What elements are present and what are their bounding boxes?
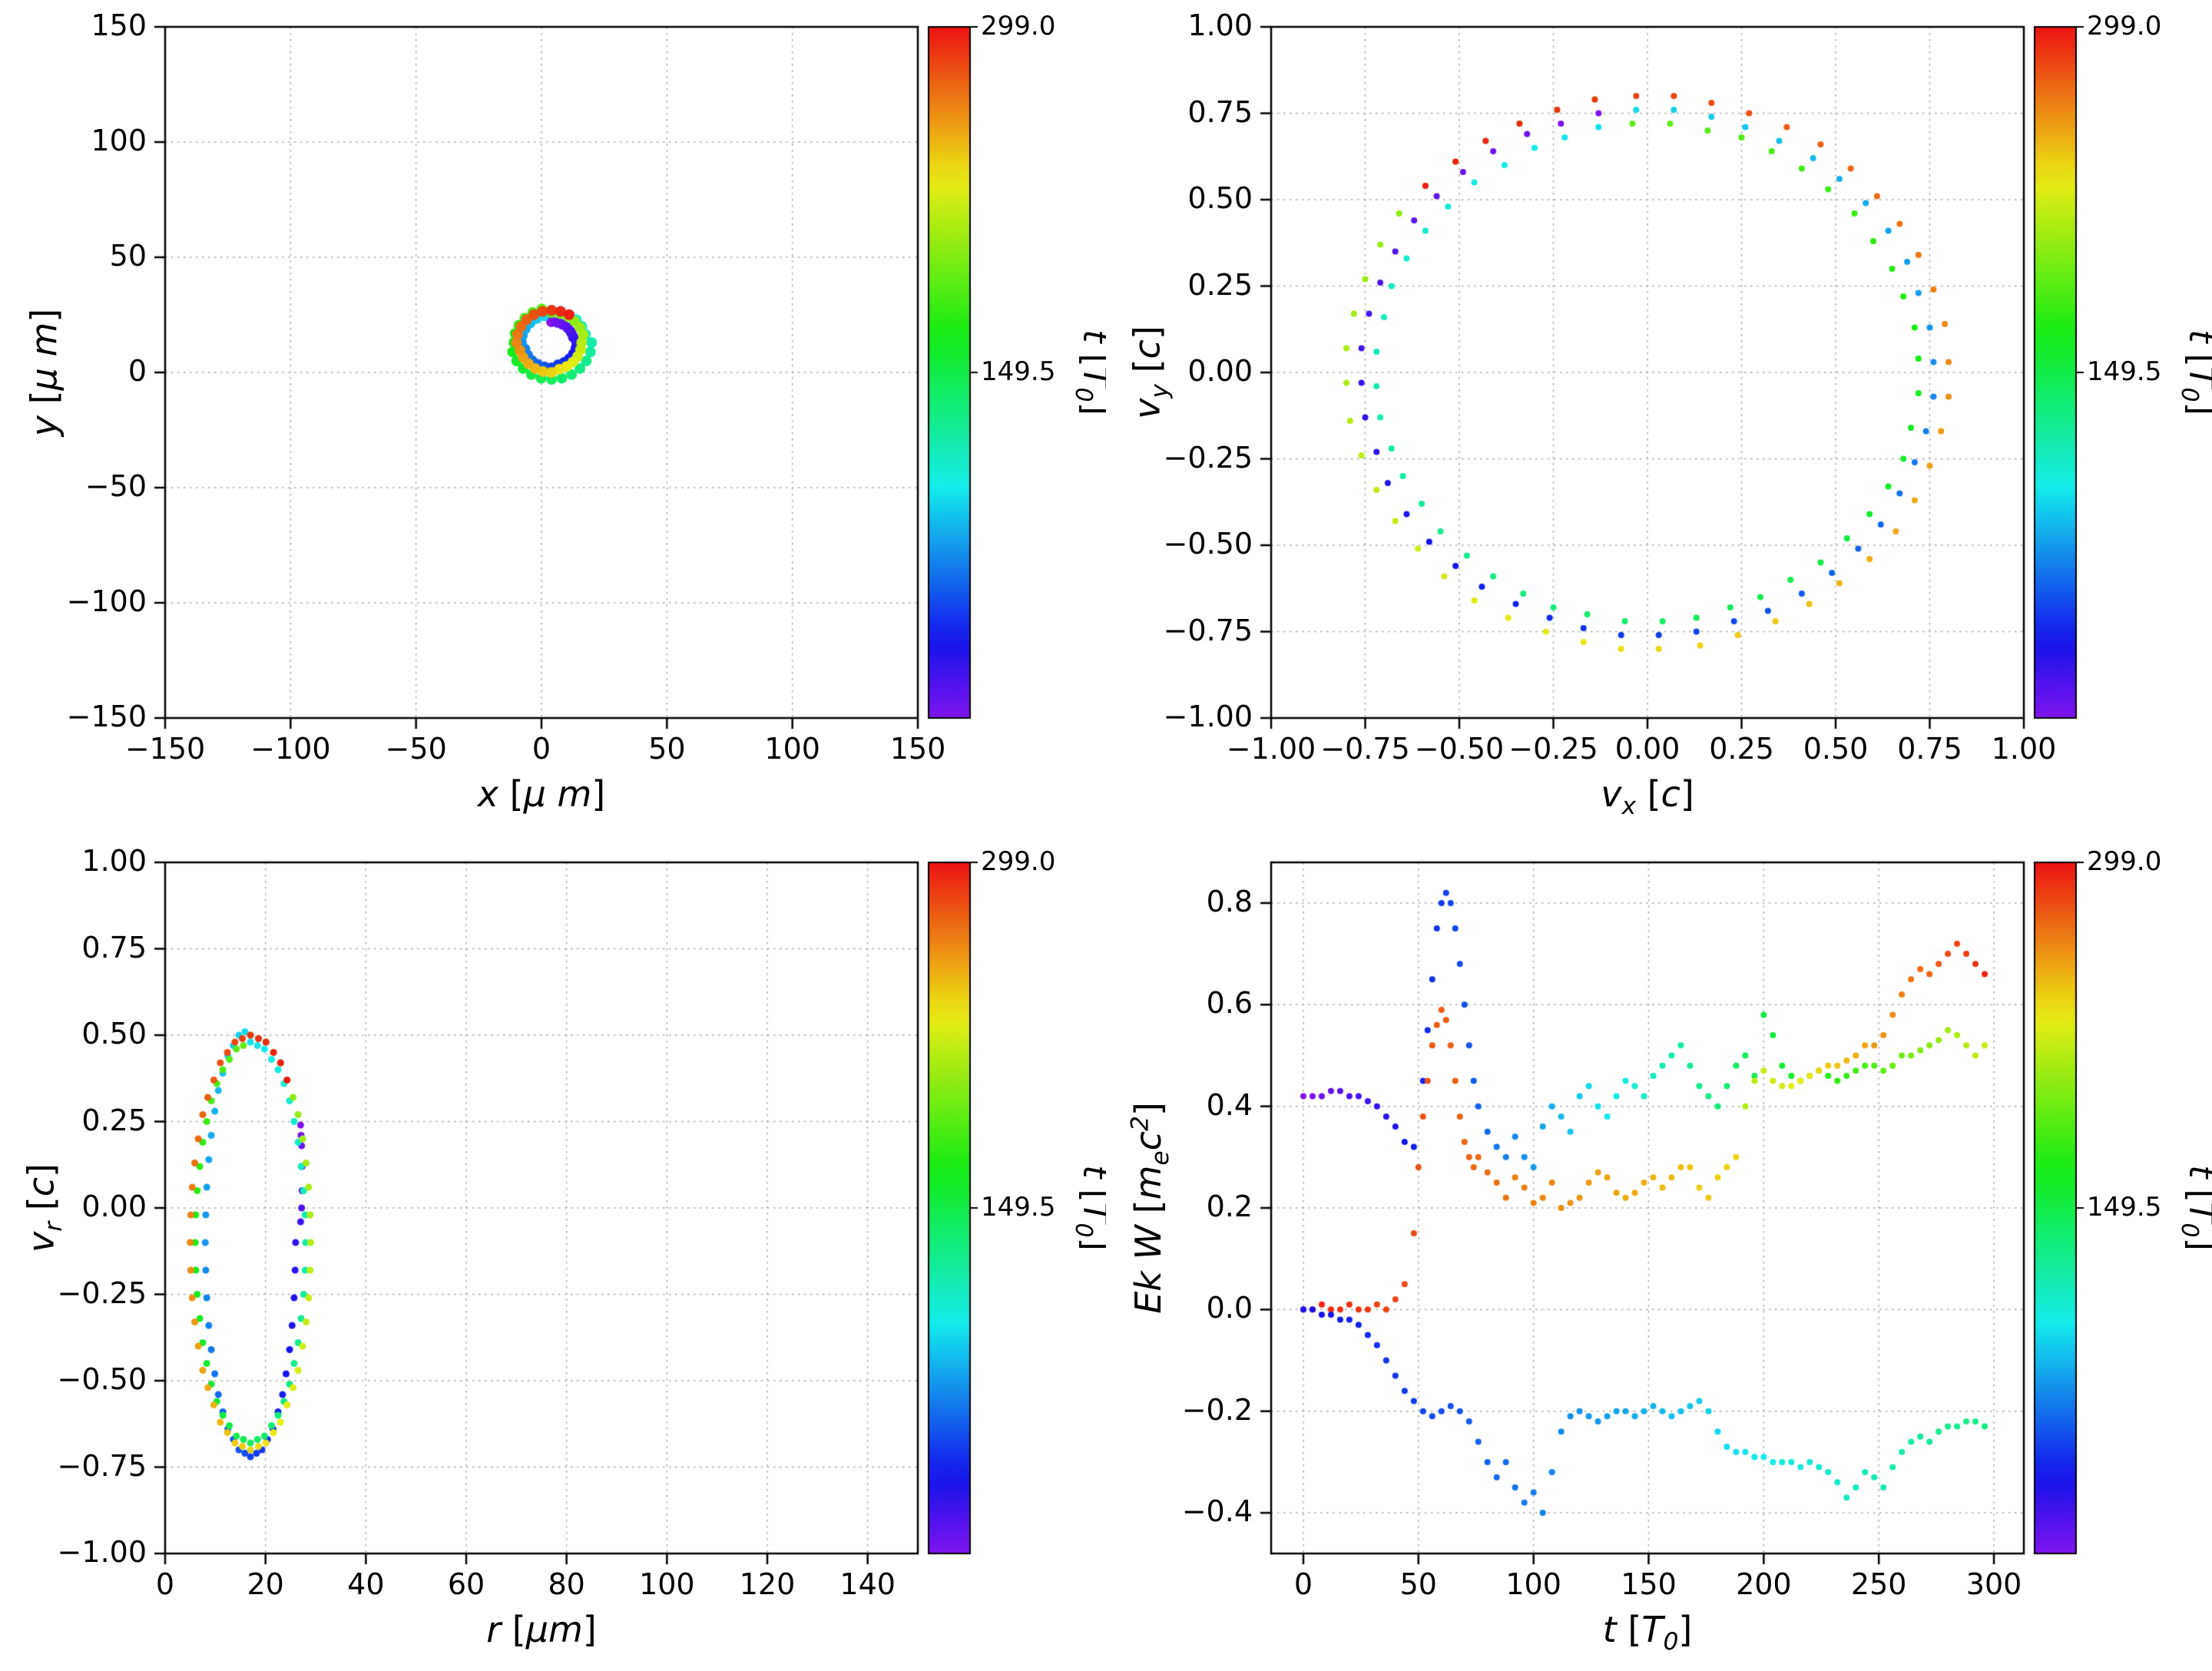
x-tick-label: 300: [1965, 1567, 2022, 1601]
x-tick-label: 150: [1621, 1567, 1677, 1601]
x-tick-label: 0.50: [1803, 732, 1869, 766]
y-tick-label: −0.50: [57, 1362, 147, 1396]
y-tick-label: −0.75: [1163, 613, 1253, 647]
x-tick-label: −0.50: [1414, 732, 1505, 766]
x-tick-label: −50: [385, 732, 447, 766]
colorbar-tick-label: 149.5: [2087, 1192, 2162, 1223]
x-tick-label: −0.25: [1508, 732, 1598, 766]
x-tick-label: 250: [1850, 1567, 1907, 1601]
y-tick-label: −1.00: [1163, 700, 1253, 733]
x-tick-label: −0.75: [1320, 732, 1410, 766]
x-tick-label: 80: [548, 1567, 585, 1601]
y-axis-label: y [μ m]: [23, 308, 65, 437]
plot-canvas-vx-vy-phase-space: [1106, 0, 2212, 836]
x-tick-label: 0.25: [1709, 732, 1774, 766]
y-tick-label: −0.50: [1163, 527, 1253, 561]
x-tick-label: −100: [250, 732, 331, 766]
y-tick-label: −0.75: [57, 1448, 147, 1483]
y-tick-label: 0: [127, 354, 147, 388]
y-tick-label: 0.4: [1206, 1087, 1253, 1122]
y-tick-label: 0.75: [81, 930, 147, 965]
colorbar-tick-label: 299.0: [2087, 11, 2162, 41]
y-tick-label: −100: [66, 584, 147, 618]
x-tick-label: 100: [764, 732, 820, 766]
x-axis-label: vx [c]: [1601, 773, 1694, 821]
y-tick-label: 1.00: [81, 844, 147, 878]
colorbar-label: t [T0]: [2176, 329, 2212, 415]
x-tick-label: 0: [1293, 1567, 1313, 1601]
x-tick-label: −150: [124, 732, 206, 766]
x-tick-label: 0: [155, 1567, 175, 1601]
x-tick-label: 50: [648, 732, 686, 766]
y-tick-label: −0.4: [1181, 1494, 1253, 1529]
x-axis-label: x [μ m]: [477, 773, 606, 815]
colorbar-tick-label: 299.0: [981, 846, 1056, 877]
y-tick-label: 0.25: [1187, 267, 1253, 302]
colorbar-label: t [T0]: [2176, 1165, 2212, 1251]
y-tick-label: −150: [66, 700, 147, 733]
panel-energy-vs-time: 0 50 100 150 200 250 300 −0.4 −0.2 0.0 0.2 0.4 0.6 0.…: [1106, 836, 2212, 1671]
y-tick-label: −0.25: [1163, 440, 1253, 475]
colorbar-label: t [T0]: [1070, 329, 1106, 415]
x-tick-label: 150: [889, 732, 946, 766]
y-axis-label: Ek W [mec2]: [1126, 1102, 1175, 1314]
x-tick-label: 40: [347, 1567, 385, 1601]
y-tick-label: 0.6: [1206, 986, 1253, 1021]
panel-trajectory-xy: −150 −100 −50 0 50 100 150 −150 −100 −50 0 50 100 150…: [0, 0, 1106, 836]
y-tick-label: 0.75: [1187, 94, 1253, 129]
y-tick-label: 100: [91, 124, 147, 157]
y-tick-label: −0.2: [1181, 1392, 1253, 1427]
colorbar-tick-label: 149.5: [981, 1192, 1056, 1223]
y-tick-label: 0.00: [1187, 354, 1253, 388]
plot-canvas-xy-trajectory: [0, 0, 1106, 836]
y-tick-label: 1.00: [1187, 8, 1253, 42]
colorbar-tick-label: 299.0: [981, 11, 1056, 41]
x-axis-label: t [T0]: [1602, 1609, 1693, 1656]
y-axis-label: vr [c]: [20, 1163, 68, 1252]
plot-canvas-energy-vs-time: [1106, 836, 2212, 1671]
y-tick-label: −0.25: [57, 1276, 147, 1310]
y-tick-label: 50: [109, 239, 147, 273]
x-tick-label: 100: [1505, 1567, 1561, 1601]
x-tick-label: 140: [839, 1567, 896, 1601]
y-axis-label: vy [c]: [1126, 326, 1174, 419]
colorbar-tick-label: 299.0: [2087, 846, 2162, 877]
y-tick-label: 0.50: [81, 1017, 147, 1051]
y-tick-label: −1.00: [57, 1535, 147, 1569]
x-tick-label: 100: [639, 1567, 695, 1601]
x-axis-label: r [μm]: [486, 1609, 597, 1650]
x-tick-label: 50: [1399, 1567, 1437, 1601]
colorbar-label: t [T0]: [1070, 1165, 1106, 1251]
y-tick-label: 0.0: [1206, 1291, 1253, 1325]
x-tick-label: 20: [247, 1567, 284, 1601]
panel-radial-phase-space: 0 20 40 60 80 100 120 140 −1.00 −0.75 −0.50 −0.25 0.…: [0, 836, 1106, 1671]
x-tick-label: 0: [531, 732, 551, 766]
y-tick-label: −50: [84, 469, 147, 503]
x-tick-label: 120: [739, 1567, 796, 1601]
x-tick-label: −1.00: [1226, 732, 1316, 766]
y-tick-label: 0.00: [81, 1190, 147, 1223]
x-tick-label: 0.00: [1614, 732, 1681, 766]
x-tick-label: 60: [447, 1567, 485, 1601]
y-tick-label: 150: [91, 8, 147, 42]
y-tick-label: 0.25: [81, 1103, 147, 1137]
panel-velocity-phase-space: −1.00 −0.75 −0.50 −0.25 0.00 0.25 0.50 0.75 1.00…: [1106, 0, 2212, 836]
plot-canvas-r-vr-phase-space: [0, 836, 1106, 1671]
y-tick-label: 0.50: [1187, 181, 1253, 215]
y-tick-label: 0.8: [1206, 884, 1253, 918]
x-tick-label: 1.00: [1991, 732, 2057, 766]
x-tick-label: 0.75: [1897, 732, 1962, 766]
y-tick-label: 0.2: [1206, 1190, 1253, 1223]
x-tick-label: 200: [1736, 1567, 1792, 1601]
colorbar-tick-label: 149.5: [2087, 356, 2162, 387]
colorbar-tick-label: 149.5: [981, 356, 1056, 387]
